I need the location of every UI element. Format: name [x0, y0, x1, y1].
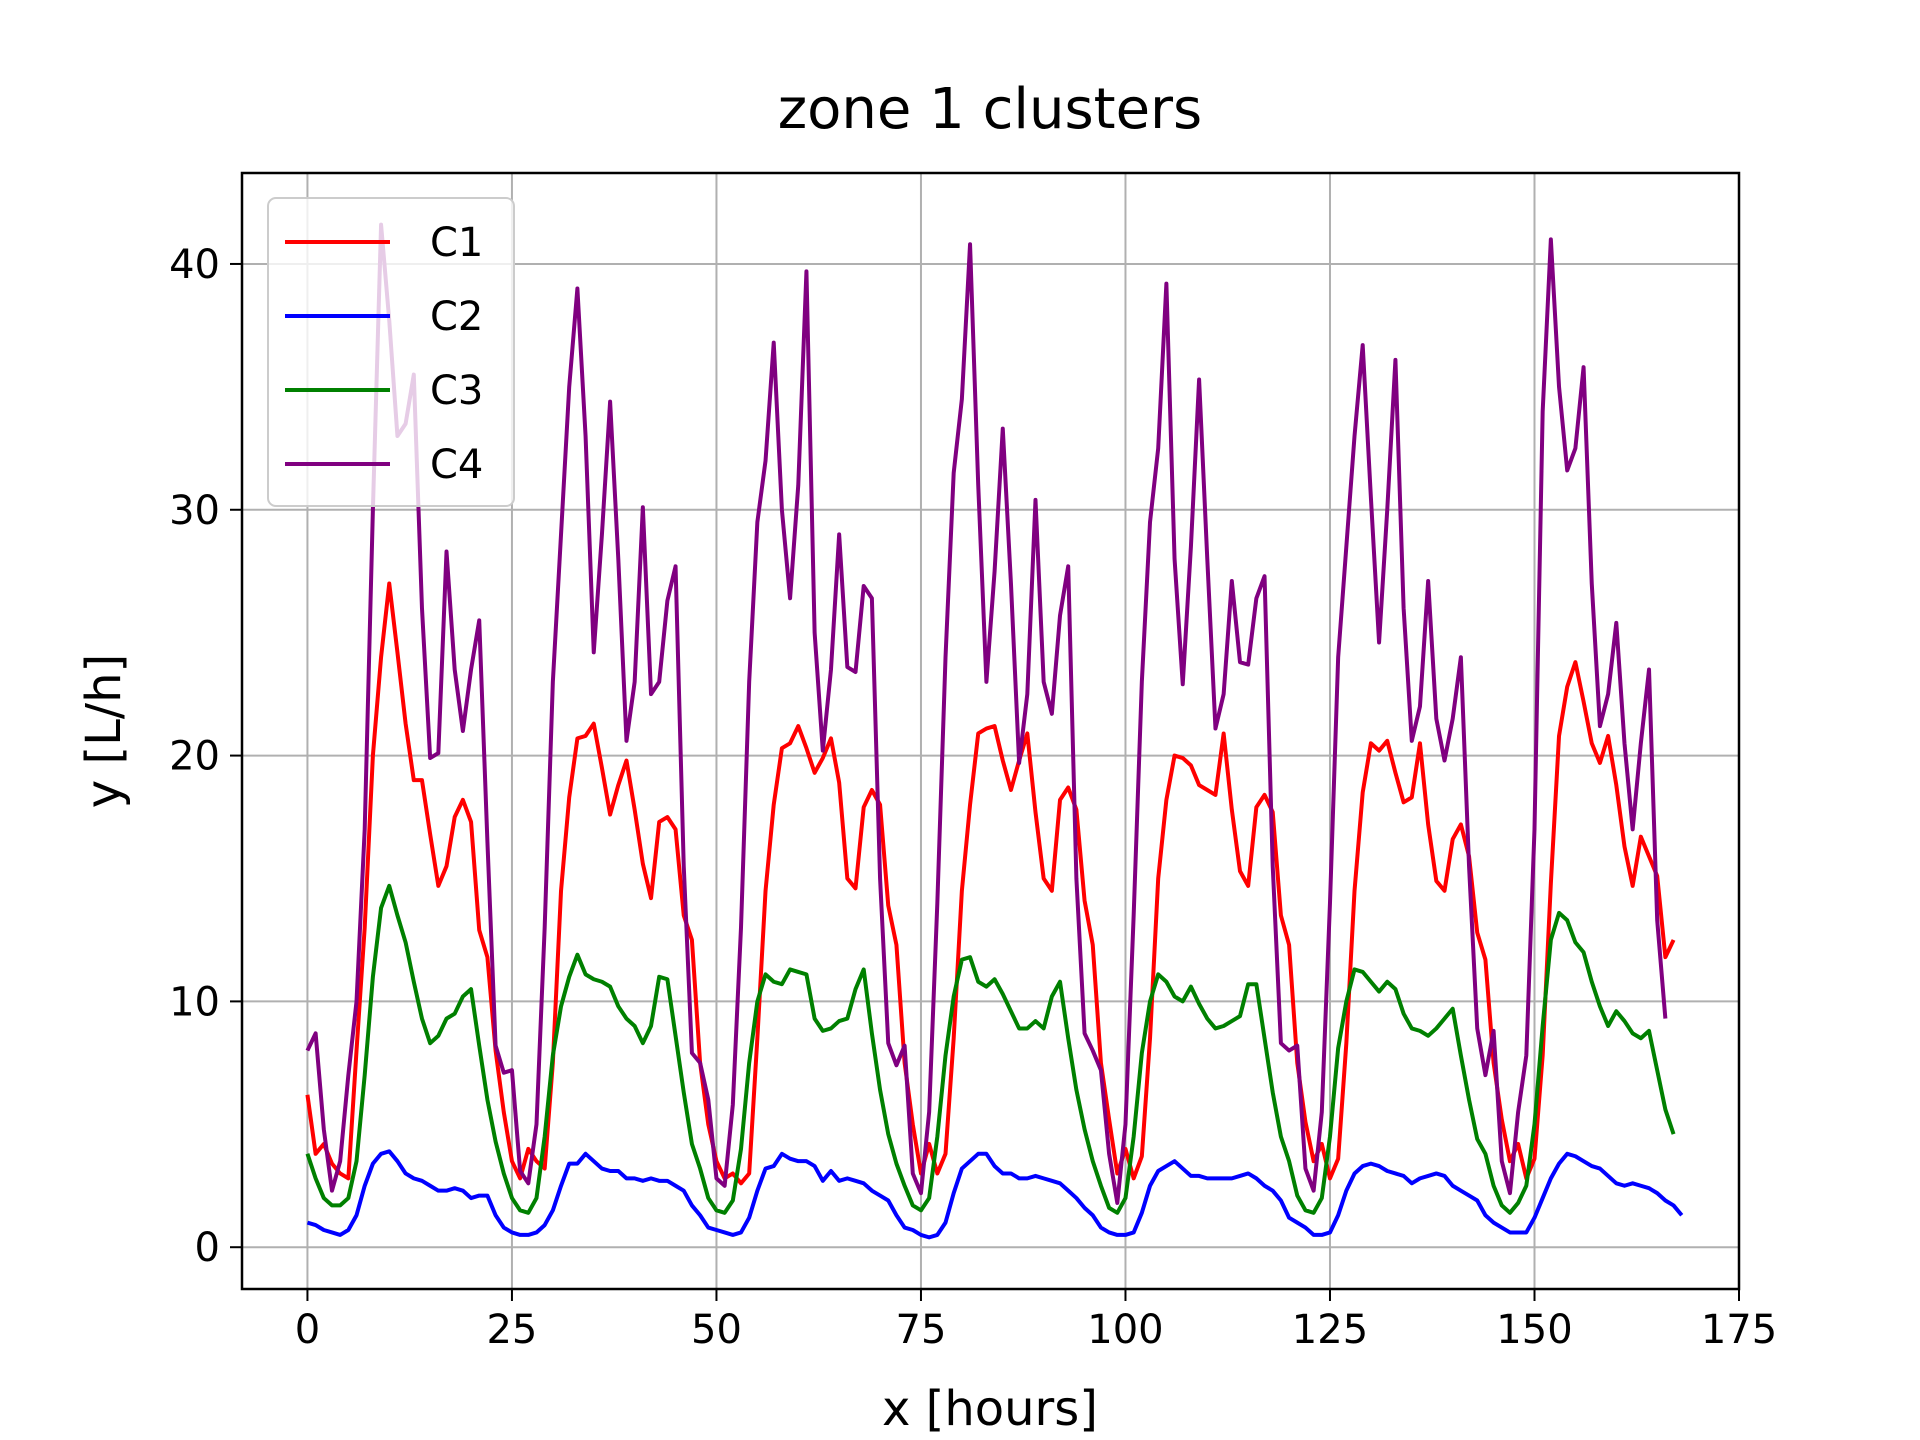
legend: C1 C2 C3 C4	[267, 197, 515, 507]
legend-label-c4: C4	[430, 442, 483, 488]
x-tick-label: 0	[295, 1307, 320, 1353]
y-tick-label: 30	[169, 488, 220, 534]
x-tick-label: 25	[486, 1307, 537, 1353]
legend-label-c1: C1	[430, 220, 483, 266]
y-tick-label: 10	[169, 979, 220, 1025]
chart-title: zone 1 clusters	[778, 77, 1202, 142]
series-line-c2	[306, 1149, 1684, 1240]
plot-frame	[240, 171, 1741, 1291]
series-line-c1	[305, 581, 1676, 1186]
x-tick-label: 50	[691, 1307, 742, 1353]
y-tick-label: 0	[195, 1225, 220, 1271]
y-tick-label: 20	[169, 734, 220, 780]
series-line-c3	[305, 883, 1676, 1215]
axis-ticks: 0 25 50 75 100 125 150 175 0 10 20 30 40	[169, 242, 1777, 1353]
x-tick-label: 100	[1087, 1307, 1163, 1353]
legend-label-c2: C2	[430, 294, 483, 340]
x-axis-label: x [hours]	[882, 1381, 1098, 1437]
legend-label-c3: C3	[430, 368, 483, 414]
y-tick-label: 40	[169, 242, 220, 288]
x-tick-label: 75	[896, 1307, 947, 1353]
series-line-c4	[305, 222, 1668, 1205]
series-layer	[305, 222, 1684, 1240]
x-tick-label: 150	[1496, 1307, 1572, 1353]
x-tick-label: 125	[1292, 1307, 1368, 1353]
legend-box	[267, 197, 515, 507]
y-axis-label: y [L/h]	[76, 654, 132, 808]
x-tick-label: 175	[1701, 1307, 1777, 1353]
